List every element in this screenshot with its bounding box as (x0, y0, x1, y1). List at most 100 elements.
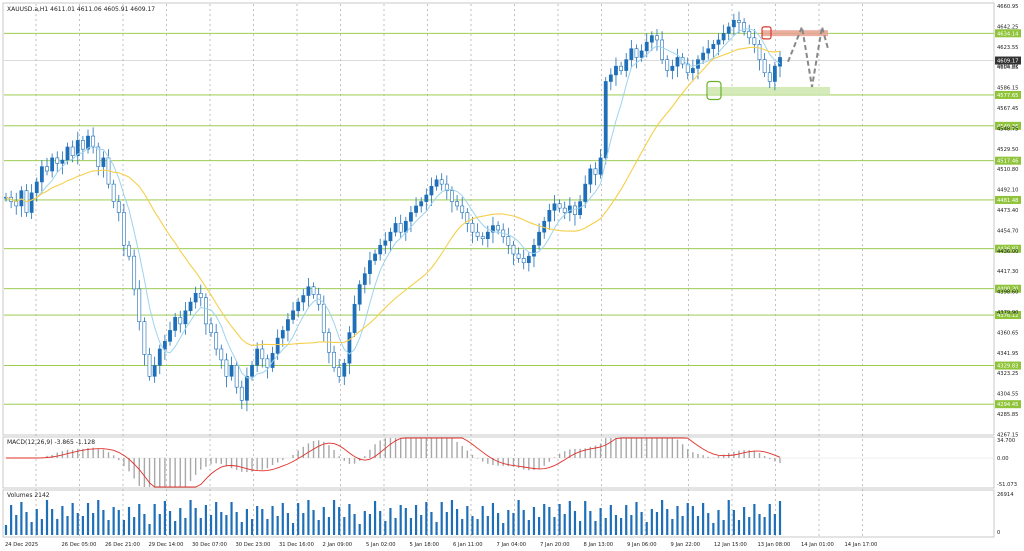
candle-body (214, 332, 219, 350)
candle-body (655, 35, 659, 41)
candle-body (624, 59, 629, 71)
candle-body (660, 39, 665, 60)
time-label: 30 Dec 23:00 (236, 542, 271, 548)
candle-body (157, 348, 162, 366)
price-label: 4398.60 (997, 290, 1018, 296)
candle-body (485, 231, 490, 240)
price-label: 4510.80 (997, 167, 1018, 173)
candle-body (260, 348, 265, 360)
candle-body (409, 212, 413, 222)
candle-body (86, 135, 90, 150)
candle-body (644, 41, 649, 52)
candle-body (45, 166, 49, 172)
candle-body (383, 240, 388, 246)
candle-body (29, 192, 34, 213)
price-label: 4436.00 (997, 249, 1018, 255)
price-label: 4304.55 (997, 392, 1018, 398)
price-label: 4267.15 (997, 432, 1018, 438)
candle-body (588, 168, 593, 185)
candle-body (39, 166, 44, 183)
macd-signal-line (6, 437, 781, 488)
candle-body (444, 183, 449, 191)
vertical-grid (35, 4, 863, 536)
candle-body (629, 48, 634, 60)
price-label: 4660.95 (997, 4, 1018, 10)
candle-body (183, 310, 188, 325)
candle-body (491, 225, 495, 233)
candle-body (434, 179, 439, 187)
candle-body (132, 255, 137, 290)
candle-body (747, 30, 752, 39)
candle-body (403, 220, 408, 233)
price-label: 4285.85 (997, 412, 1018, 418)
candle-body (460, 205, 465, 213)
symbol-header: XAUUSD.a,H1 4611.01 4611.06 4605.91 4609… (7, 6, 155, 13)
level-tag (995, 90, 1021, 99)
macd-axis-label: 34.700 (997, 438, 1015, 444)
candle-body (532, 244, 536, 257)
price-zones (706, 26, 830, 101)
candle-body (424, 194, 429, 202)
candle-body (598, 157, 603, 175)
current-price-tag (995, 56, 1021, 65)
candle-body (188, 301, 193, 312)
candle-body (173, 317, 178, 331)
time-label: 8 Jan 13:00 (584, 542, 614, 548)
time-label: 2 Jan 09:00 (323, 542, 353, 548)
candle-body (378, 244, 383, 255)
candle-body (229, 365, 234, 377)
candle-body (250, 365, 254, 377)
resistance-zone (762, 30, 828, 37)
level-tag (995, 284, 1021, 293)
candle-body (603, 81, 608, 159)
time-label: 9 Jan 06:00 (627, 542, 657, 548)
candle-body (332, 351, 336, 368)
candle-body (465, 212, 470, 224)
candle-body (116, 201, 121, 213)
candle-body (711, 44, 716, 50)
ask-price-label: 4604.82 (997, 63, 1018, 69)
level-tag-label: 4634.14 (997, 31, 1019, 37)
level-tag-label: 4549.36 (997, 124, 1018, 130)
macd-axis-label: -51.073 (997, 482, 1017, 488)
moving-averages (5, 28, 781, 380)
candle-body (111, 183, 116, 202)
candle-body (429, 185, 434, 196)
candle-body (450, 190, 454, 202)
price-label: 4454.70 (997, 228, 1018, 234)
candle-body (60, 159, 65, 164)
time-label: 14 Jan 17:00 (845, 542, 878, 548)
candle-body (521, 258, 526, 264)
time-label: 7 Jan 04:00 (497, 542, 527, 548)
candle-body (757, 44, 762, 60)
candle-body (209, 323, 213, 333)
time-label: 9 Jan 22:00 (671, 542, 701, 548)
candle-body (742, 22, 747, 32)
candle-body (388, 231, 393, 242)
time-label: 26 Dec 21:00 (105, 542, 140, 548)
candle-body (557, 203, 562, 209)
candle-body (701, 52, 706, 60)
price-pane[interactable] (2, 2, 995, 436)
level-tag-label: 4481.48 (997, 198, 1018, 204)
price-label: 4548.75 (997, 126, 1018, 132)
candle-body (14, 201, 19, 207)
level-tag (995, 311, 1021, 320)
candle-body (80, 140, 85, 150)
ma-fast-line (5, 28, 781, 380)
candle-body (480, 236, 485, 240)
level-tag-label: 4329.83 (997, 364, 1018, 370)
volume-label: Volumes 2142 (7, 492, 50, 499)
candle-body (639, 50, 644, 58)
level-tag (995, 400, 1021, 409)
candle-body (75, 140, 80, 157)
price-label: 4529.50 (997, 147, 1018, 153)
candle-body (368, 260, 372, 274)
candle-body (34, 181, 39, 194)
candle-body (275, 337, 280, 354)
candle-body (255, 348, 260, 366)
candle-body (752, 37, 757, 45)
projection-path (787, 23, 829, 88)
candle-body (496, 225, 500, 231)
